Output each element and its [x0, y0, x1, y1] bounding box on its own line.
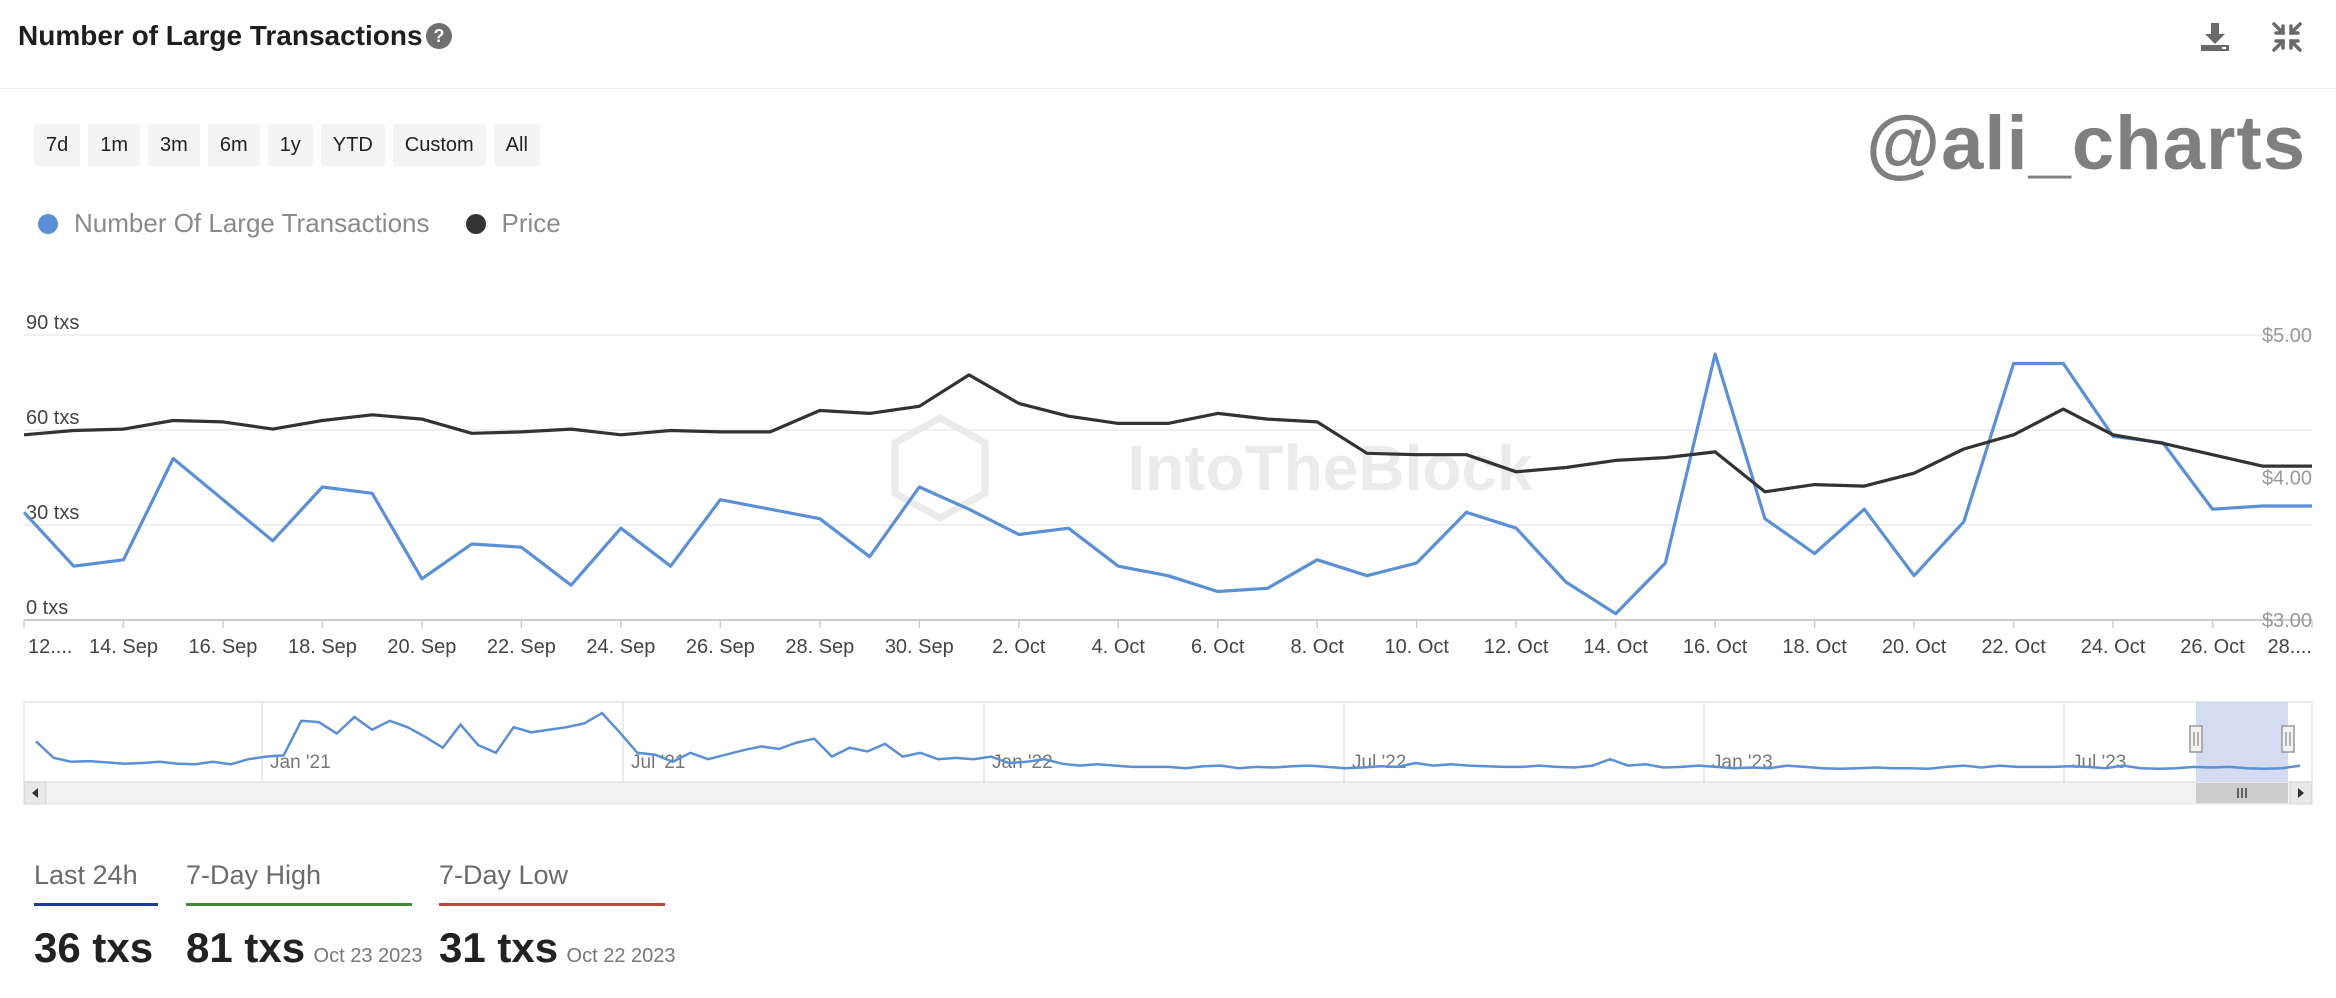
x-tick-label: 22. Sep: [487, 636, 556, 658]
scrollbar-track: [23, 781, 2313, 805]
scroll-left-button[interactable]: [23, 781, 47, 805]
range-all-button[interactable]: All: [493, 124, 540, 166]
navigator-selection: [2196, 702, 2288, 782]
legend-item-price[interactable]: Price: [465, 208, 561, 239]
chevron-left-icon: [32, 788, 38, 798]
stat-7day-high: 7-Day High 81 txs Oct 23 2023: [186, 860, 423, 972]
intotheblock-logo-icon: [891, 413, 989, 523]
stat-value-row: 31 txs Oct 22 2023: [439, 924, 676, 972]
navigator-scrollbar[interactable]: [23, 781, 2313, 805]
stat-value: 81 txs: [186, 924, 306, 971]
x-tick-label: 4. Oct: [1092, 636, 1146, 658]
x-tick-label: 22. Oct: [1981, 636, 2046, 658]
svg-text:?: ?: [434, 26, 445, 46]
x-tick-label: 10. Oct: [1384, 636, 1449, 658]
stat-label: Last 24h: [34, 860, 158, 906]
x-tick-label: 12. Oct: [1484, 636, 1549, 658]
chart-area: IntoTheBlock 0 txs 30 txs 60 txs 90 txs $3.00…: [22, 312, 2313, 805]
navigator-handle-left[interactable]: [2189, 725, 2203, 753]
stat-date: Oct 22 2023: [566, 945, 676, 967]
stat-label: 7-Day High: [186, 860, 412, 906]
x-tick-label: 14. Oct: [1583, 636, 1648, 658]
navigator-frame: [23, 701, 2313, 783]
range-6m-button[interactable]: 6m: [207, 124, 260, 166]
y-axis-left-label: 90 txs: [26, 312, 79, 334]
range-1y-button[interactable]: 1y: [267, 124, 313, 166]
stat-date: Oct 23 2023: [313, 945, 423, 967]
y-axis-right-label: $5.00: [2262, 325, 2312, 347]
stat-value: 31 txs: [439, 924, 559, 971]
logo-hexagon: [891, 413, 989, 523]
legend-item-transactions[interactable]: Number Of Large Transactions: [38, 208, 430, 239]
legend-label: Number Of Large Transactions: [74, 208, 430, 238]
series-line-transactions: [22, 352, 2312, 616]
x-tick-label: 18. Sep: [288, 636, 357, 658]
legend-dot: [38, 213, 58, 234]
watermark-handle: @ali_charts: [1866, 101, 2306, 186]
range-1m-button[interactable]: 1m: [88, 124, 141, 166]
x-tick-label: 16. Sep: [188, 636, 257, 658]
scroll-right-button[interactable]: [2289, 781, 2313, 805]
range-3m-button[interactable]: 3m: [148, 124, 200, 166]
download-icon[interactable]: [2198, 20, 2232, 54]
navigator-label: Jul '21: [631, 752, 685, 773]
handle-body: [2189, 725, 2203, 753]
x-tick-label: 16. Oct: [1683, 636, 1748, 658]
scrollbar-thumb[interactable]: [2196, 783, 2288, 803]
navigator: Jan '21 Jul '21 Jan '22 Jul '22 Jan '23 Jul '…: [23, 701, 2313, 805]
stat-label: 7-Day Low: [439, 860, 665, 906]
page-title: Number of Large Transactions: [18, 20, 423, 51]
stat-last-24h: Last 24h 36 txs: [34, 860, 158, 972]
x-tick-label: 6. Oct: [1191, 636, 1245, 658]
x-tick-label: 18. Oct: [1782, 636, 1847, 658]
navigator-label: Jul '22: [1352, 752, 1406, 773]
y-axis-left-label: 60 txs: [26, 407, 79, 429]
handle-body: [2281, 725, 2295, 753]
x-tick-label: 20. Sep: [387, 636, 456, 658]
stat-value-row: 81 txs Oct 23 2023: [186, 924, 423, 972]
x-tick-label: 12....: [28, 636, 72, 658]
watermark-brand: IntoTheBlock: [1127, 432, 1533, 504]
x-tick-label: 26. Sep: [686, 636, 755, 658]
y-axis-left-label: 0 txs: [26, 597, 68, 619]
y-axis-left-label: 30 txs: [26, 502, 79, 524]
x-tick-label: 28....: [2268, 636, 2312, 658]
navigator-label: Jul '23: [2072, 752, 2126, 773]
compress-icon[interactable]: [2270, 20, 2304, 54]
range-selector: 7d 1m 3m 6m 1y YTD Custom All: [34, 124, 540, 166]
x-tick-label: 24. Sep: [586, 636, 655, 658]
x-tick-label: 20. Oct: [1882, 636, 1947, 658]
chart-legend: Number Of Large Transactions Price: [38, 208, 597, 239]
navigator-series-line: [35, 711, 2301, 771]
range-custom-button[interactable]: Custom: [392, 124, 486, 166]
x-tick-label: 14. Sep: [89, 636, 158, 658]
y-axis-right-label: $3.00: [2262, 610, 2312, 632]
chevron-right-icon: [2298, 788, 2304, 798]
x-tick-label: 30. Sep: [885, 636, 954, 658]
legend-dot: [465, 213, 486, 234]
stat-value-row: 36 txs: [34, 924, 158, 972]
range-7d-button[interactable]: 7d: [34, 124, 81, 166]
stat-7day-low: 7-Day Low 31 txs Oct 22 2023: [439, 860, 676, 972]
y-axis-right-label: $4.00: [2262, 468, 2312, 490]
x-tick-label: 26. Oct: [2180, 636, 2245, 658]
question-circle-icon[interactable]: ?: [425, 22, 453, 50]
series-line-price: [23, 373, 2312, 494]
navigator-label: Jan '21: [270, 752, 331, 773]
navigator-handle-right[interactable]: [2281, 725, 2295, 753]
stat-value: 36 txs: [34, 924, 154, 971]
x-tick-label: 24. Oct: [2081, 636, 2146, 658]
navigator-label: Jan '23: [1712, 752, 1773, 773]
x-tick-label: 2. Oct: [992, 636, 1046, 658]
x-tick-label: 8. Oct: [1291, 636, 1345, 658]
chart-header: Number of Large Transactions ?: [0, 0, 2336, 89]
legend-label: Price: [501, 208, 561, 238]
x-tick-label: 28. Sep: [785, 636, 854, 658]
range-ytd-button[interactable]: YTD: [320, 124, 385, 166]
